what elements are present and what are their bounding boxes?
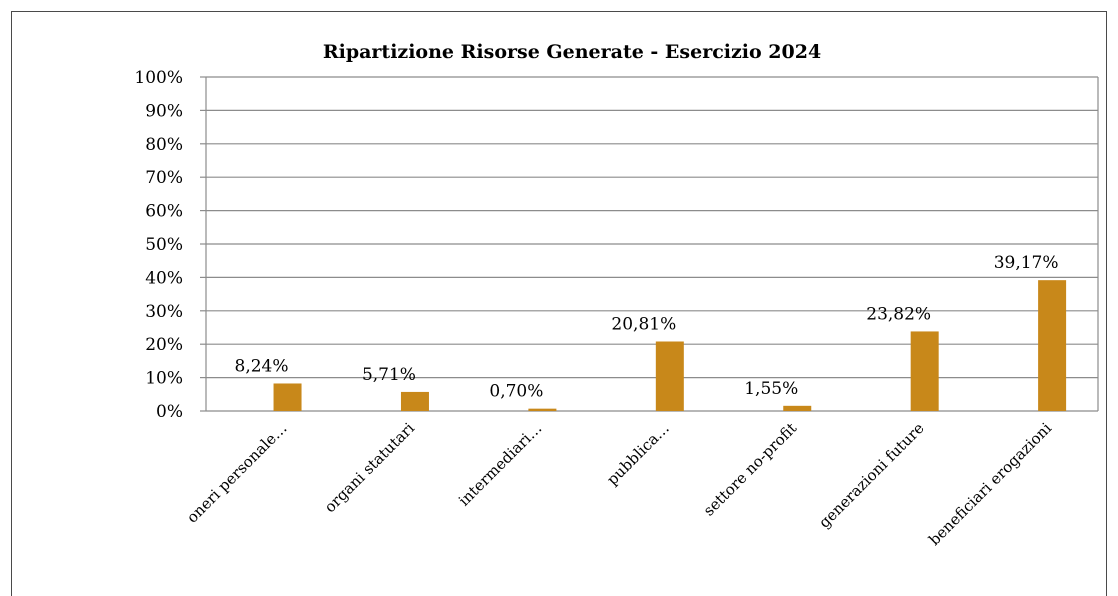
x-tick-label: intermediari… bbox=[455, 419, 545, 509]
bar bbox=[910, 331, 939, 411]
bar bbox=[273, 383, 302, 411]
y-tick-label: 100% bbox=[134, 68, 183, 88]
data-label: 1,55% bbox=[744, 379, 798, 399]
y-tick-label: 50% bbox=[145, 235, 183, 255]
data-label: 20,81% bbox=[611, 314, 676, 334]
x-tick-label: generazioni future bbox=[815, 419, 928, 532]
data-label: 0,70% bbox=[489, 382, 543, 402]
y-tick-label: 90% bbox=[145, 101, 183, 121]
data-label: 5,71% bbox=[362, 365, 416, 385]
y-tick-label: 20% bbox=[145, 335, 183, 355]
y-tick-label: 30% bbox=[145, 302, 183, 322]
bar bbox=[1038, 280, 1067, 411]
x-tick-label: beneficiari erogazioni bbox=[925, 419, 1055, 549]
gridlines bbox=[206, 76, 1098, 412]
x-tick-label: oneri personale… bbox=[183, 419, 290, 526]
bars bbox=[273, 280, 1067, 411]
bar bbox=[655, 341, 684, 411]
y-tick-label: 0% bbox=[156, 402, 183, 422]
chart-frame bbox=[11, 11, 1107, 596]
data-label: 23,82% bbox=[866, 304, 931, 324]
x-tick-label: pubblica… bbox=[603, 419, 673, 489]
y-tick-label: 70% bbox=[145, 168, 183, 188]
x-tick-label: settore no-profit bbox=[700, 419, 800, 519]
x-axis: oneri personale… organi statutari intermed… bbox=[183, 419, 1055, 549]
y-tick-label: 80% bbox=[145, 135, 183, 155]
y-tick-label: 40% bbox=[145, 268, 183, 288]
bar bbox=[400, 391, 429, 411]
chart-title: Ripartizione Risorse Generate - Esercizi… bbox=[323, 41, 821, 63]
bar bbox=[528, 408, 557, 411]
bar bbox=[783, 405, 812, 411]
data-label: 39,17% bbox=[994, 253, 1059, 273]
data-labels: 8,24% 5,71% 0,70% 20,81% 1,55% 23,82% 39,17% bbox=[235, 253, 1059, 401]
y-tick-label: 60% bbox=[145, 202, 183, 222]
data-label: 8,24% bbox=[235, 356, 289, 376]
y-axis: 0% 10% 20% 30% 40% 50% 60% 70% 80% 90% 100% bbox=[134, 68, 1099, 422]
x-tick-label: organi statutari bbox=[321, 419, 418, 516]
y-tick-label: 10% bbox=[145, 369, 183, 389]
